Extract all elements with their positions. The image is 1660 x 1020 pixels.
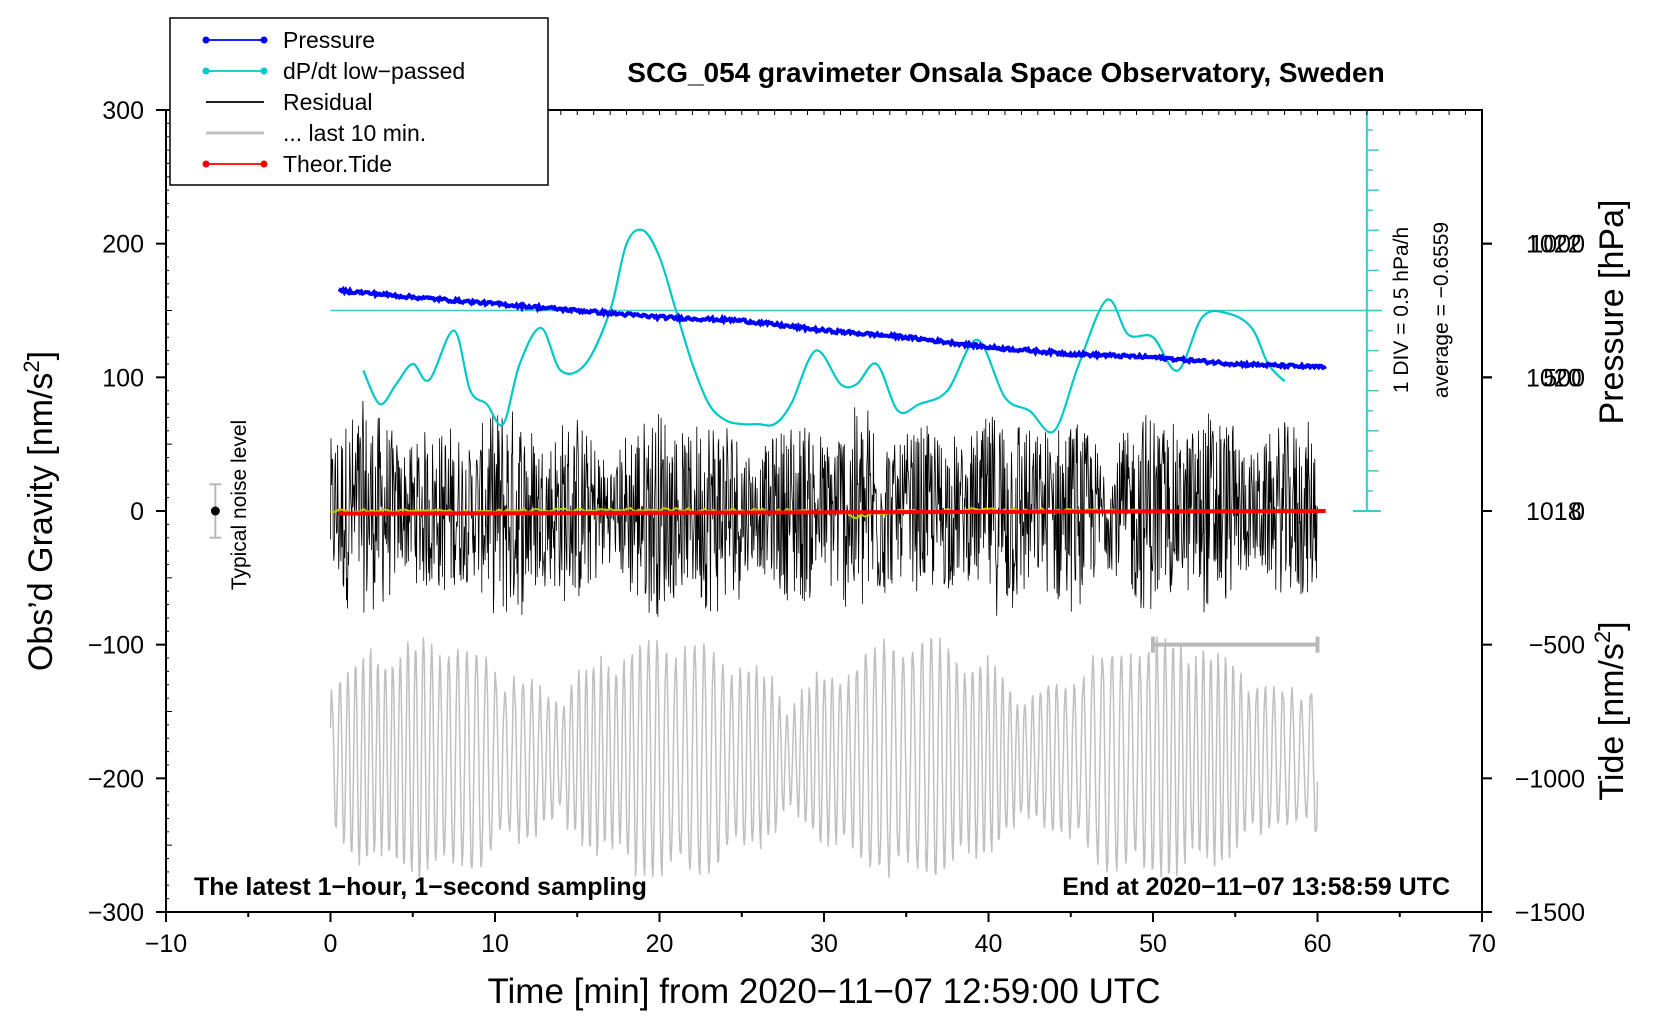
- x-axis-label: Time [min] from 2020−11−07 12:59:00 UTC: [487, 972, 1160, 1011]
- noise-level-label: Typical noise level: [228, 420, 251, 590]
- tide-tick-label: 0: [1571, 498, 1585, 526]
- legend-marker: [202, 36, 210, 44]
- pressure-tick-label: 1020: [1526, 364, 1582, 392]
- dpdt-line: [362, 228, 1286, 434]
- chart-title: SCG_054 gravimeter Onsala Space Observat…: [627, 57, 1384, 88]
- y-axis-label-tide: Tide [nm/s2]: [1590, 621, 1631, 800]
- dpdt-div-label: 1 DIV = 0.5 hPa/h: [1390, 227, 1413, 393]
- y-tick-label: 0: [130, 498, 144, 526]
- pressure-line: [337, 285, 1327, 371]
- tide-tick-label: −1000: [1515, 765, 1585, 793]
- legend-marker: [202, 160, 210, 168]
- x-tick-label: 50: [1139, 930, 1167, 958]
- tide-tick-label: −500: [1529, 632, 1585, 660]
- legend-label: Theor.Tide: [283, 151, 392, 177]
- y-tick-label: 300: [102, 97, 144, 125]
- legend-label: ... last 10 min.: [283, 120, 426, 146]
- y-tick-label: −300: [88, 899, 144, 927]
- y-tick-label: −200: [88, 765, 144, 793]
- theor-tide-line: [338, 509, 1326, 516]
- x-tick-label: 0: [324, 930, 338, 958]
- y-axis-label-left: Obs’d Gravity [nm/s2]: [19, 351, 60, 671]
- x-tick-label: 60: [1304, 930, 1332, 958]
- legend-label: Residual: [283, 89, 373, 115]
- x-tick-label: 30: [810, 930, 838, 958]
- pressure-tick-label: 1022: [1526, 231, 1582, 259]
- last-ten-min-line: [329, 636, 1319, 884]
- ticks-layer: −10 0 10 20 30 40 50 60 703002001000−100−200−300…: [88, 97, 1585, 958]
- x-tick-label: 10: [481, 930, 509, 958]
- y-axis-label-pressure: Pressure [hPa]: [1593, 200, 1631, 425]
- tide-tick-label: 500: [1543, 364, 1585, 392]
- annotation-bottom-right: End at 2020−11−07 13:58:59 UTC: [1062, 873, 1450, 901]
- series-layer: [209, 109, 1382, 884]
- legend-marker: [260, 67, 268, 75]
- x-tick-label: 70: [1468, 930, 1496, 958]
- legend-label: Pressure: [283, 27, 375, 53]
- legend-label: dP/dt low−passed: [283, 58, 465, 84]
- legend-marker: [260, 36, 268, 44]
- x-tick-label: 20: [646, 930, 674, 958]
- y-tick-label: 200: [102, 231, 144, 259]
- tide-tick-label: −1500: [1515, 899, 1585, 927]
- y-tick-label: −100: [88, 632, 144, 660]
- dpdt-average-label: average = −0.6559: [1430, 222, 1453, 398]
- pressure-tick-label: 1018: [1526, 498, 1582, 526]
- residual-line: [330, 400, 1318, 617]
- legend: Pressure dP/dt low−passed Residual ... last…: [169, 17, 549, 186]
- legend-items: Pressure dP/dt low−passed Residual ... last…: [202, 27, 465, 177]
- y-tick-label: 100: [102, 364, 144, 392]
- annotation-bottom-left: The latest 1−hour, 1−second sampling: [194, 873, 647, 901]
- legend-marker: [202, 67, 210, 75]
- x-tick-label: 40: [975, 930, 1003, 958]
- x-tick-label: −10: [145, 930, 187, 958]
- noise-bar-dot: [210, 506, 220, 516]
- legend-marker: [260, 160, 268, 168]
- tide-tick-label: 1000: [1529, 231, 1585, 259]
